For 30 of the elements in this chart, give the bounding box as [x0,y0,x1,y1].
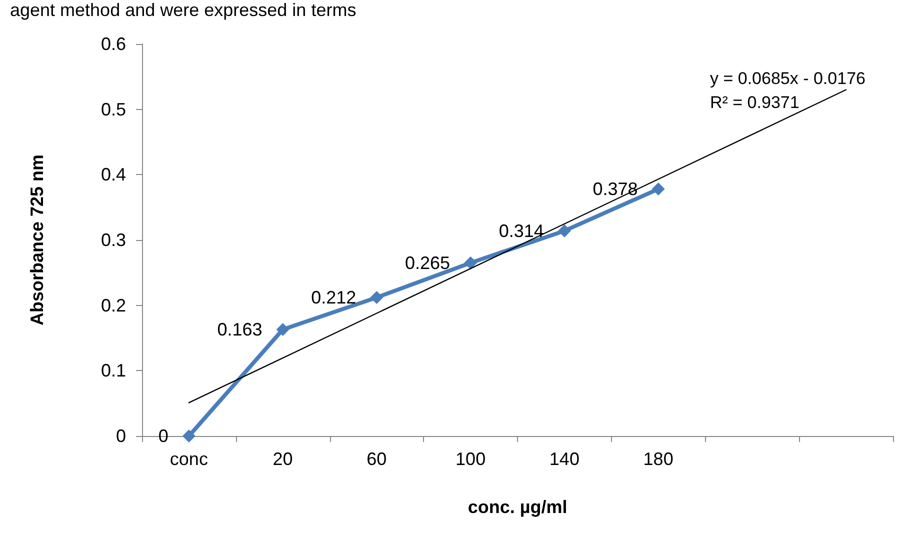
data-label: 0.314 [498,220,544,241]
x-axis-title: conc. µg/ml [468,497,568,517]
y-tick-label: 0.3 [100,230,126,250]
point [182,430,196,442]
x-tick-label: 60 [366,449,387,469]
annotation: y = 0.0685x - 0.0176 [710,69,866,88]
data-label: 0.265 [405,252,450,273]
y-tick-label: 0.1 [100,360,126,381]
y-tick-label: 0.5 [100,99,126,120]
y-tick-label: 0.4 [100,164,126,185]
point [276,323,290,336]
data-label: 0.378 [592,179,638,200]
point [652,182,665,196]
text: agent method and were expressed in terms [10,0,356,20]
point [558,224,571,238]
point [370,290,384,304]
x-tick-label: 100 [456,449,486,469]
y-tick-label: 0.6 [100,34,126,54]
y-axis-title: Absorbance 725 nm [27,154,47,326]
data-label: 0.163 [217,320,262,340]
annotation: R² = 0.9371 [710,93,800,112]
data-label: 0.212 [311,287,356,308]
x-tick-label: 180 [643,449,674,469]
y-tick-label: 0.2 [100,295,126,316]
point [464,256,478,270]
data-label: 0 [158,426,168,446]
y-tick-label: 0 [116,426,126,446]
x-tick-label: conc [170,449,208,469]
x-tick-label: 20 [272,449,293,469]
x-tick-label: 140 [549,449,580,469]
